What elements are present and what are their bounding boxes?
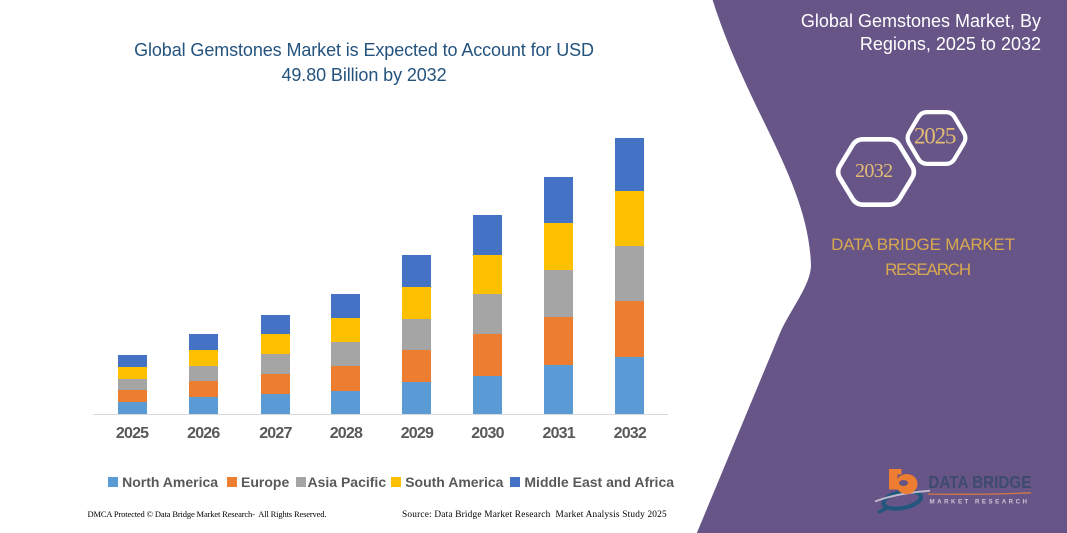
svg-text:DATA BRIDGE: DATA BRIDGE <box>928 472 1031 492</box>
svg-text:2025: 2025 <box>914 123 956 148</box>
svg-text:2032: 2032 <box>855 160 893 182</box>
svg-text:MARKET RESEARCH: MARKET RESEARCH <box>930 499 1030 506</box>
